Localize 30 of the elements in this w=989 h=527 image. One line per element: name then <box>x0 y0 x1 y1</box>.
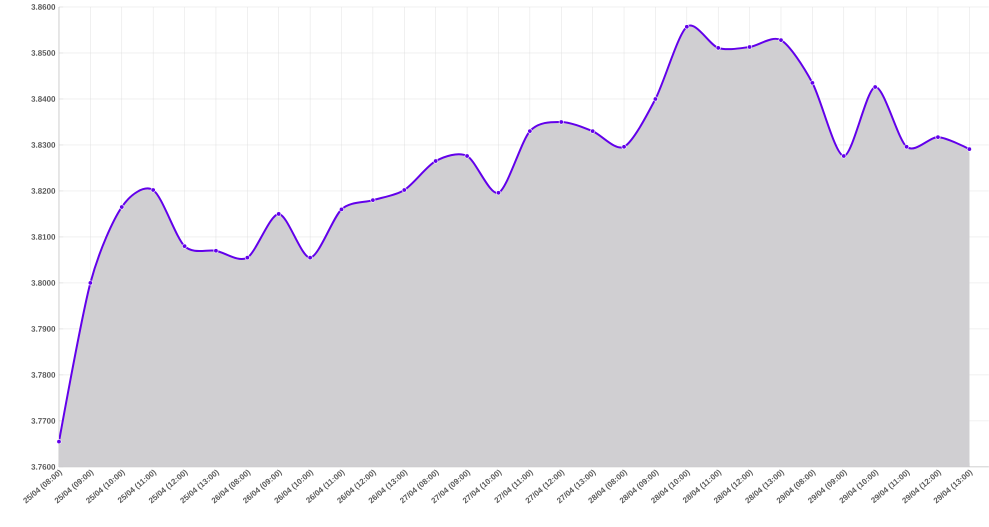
point <box>370 198 376 203</box>
point <box>590 128 596 134</box>
point <box>496 190 501 196</box>
point <box>716 45 721 50</box>
point <box>841 154 846 159</box>
point <box>182 244 188 249</box>
point <box>276 212 282 216</box>
point <box>778 38 784 43</box>
point <box>935 134 940 140</box>
point <box>810 80 815 86</box>
point <box>402 188 407 193</box>
point <box>684 24 690 30</box>
point <box>433 158 438 164</box>
point <box>966 146 972 152</box>
point <box>213 248 218 254</box>
point <box>119 204 124 210</box>
point <box>244 255 250 260</box>
point <box>88 280 93 286</box>
point <box>872 84 878 90</box>
point <box>464 154 470 159</box>
point <box>558 120 564 125</box>
point <box>652 96 658 102</box>
point <box>527 128 532 134</box>
point <box>56 439 62 444</box>
point <box>904 144 910 150</box>
point <box>308 255 313 260</box>
point <box>622 144 627 150</box>
point <box>150 188 156 193</box>
point <box>747 44 752 50</box>
point <box>339 206 344 212</box>
